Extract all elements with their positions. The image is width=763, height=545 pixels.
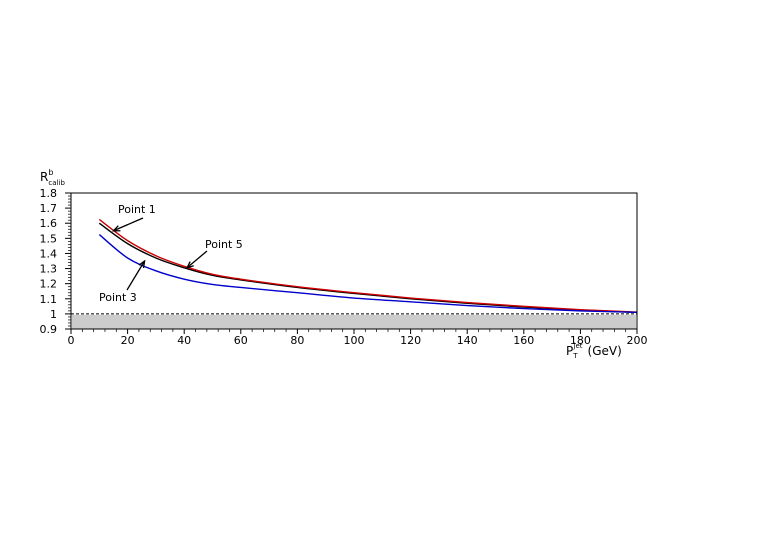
x-axis-label-sub: T xyxy=(572,352,578,360)
y-tick-label: 1.1 xyxy=(40,293,58,306)
x-tick-label: 180 xyxy=(570,334,591,347)
y-axis-label-main: R xyxy=(40,170,48,184)
x-tick-label: 140 xyxy=(457,334,478,347)
y-axis-label-sub: calib xyxy=(48,179,65,187)
hatched-baseline-band xyxy=(72,314,636,329)
x-tick-label: 60 xyxy=(234,334,248,347)
y-axis-label-sup: b xyxy=(48,168,53,177)
annotation-label: Point 1 xyxy=(118,203,156,216)
series-group xyxy=(98,218,638,314)
y-axis-label: Rb calib xyxy=(40,168,65,187)
x-tick-label: 20 xyxy=(121,334,135,347)
annotation-arrow xyxy=(126,260,146,291)
annotation-arrowhead xyxy=(185,261,194,269)
annotation-label: Point 3 xyxy=(99,291,137,304)
x-axis-label: PTjet (GeV) xyxy=(566,342,622,360)
x-axis-label-main: P xyxy=(566,344,573,358)
series-line-1 xyxy=(98,222,638,314)
x-tick-label: 100 xyxy=(344,334,365,347)
y-tick-label: 1 xyxy=(50,308,57,321)
y-tick-label: 1.6 xyxy=(40,217,58,230)
y-tick-label: 1.3 xyxy=(40,263,58,276)
x-tick-label: 160 xyxy=(513,334,534,347)
series-line-2 xyxy=(98,218,638,313)
x-axis-label-sup: jet xyxy=(573,342,583,350)
annotation-arrow xyxy=(113,217,144,232)
y-tick-label: 1.7 xyxy=(40,202,58,215)
series-line-3 xyxy=(98,234,638,314)
x-tick-label: 0 xyxy=(68,334,75,347)
annotations-group: Point 1 Point 5 Point 3 xyxy=(99,203,243,304)
y-tick-label: 1.4 xyxy=(40,247,58,260)
annotation-arrow xyxy=(186,250,208,269)
x-axis-label-unit: (GeV) xyxy=(588,344,622,358)
y-tick-label: 0.9 xyxy=(40,323,58,336)
annotation-label: Point 5 xyxy=(205,238,243,251)
x-tick-label: 80 xyxy=(290,334,304,347)
x-tick-label: 120 xyxy=(400,334,421,347)
annotation-arrowhead xyxy=(111,225,121,232)
annotation-arrowhead xyxy=(138,259,146,269)
y-tick-label: 1.5 xyxy=(40,232,58,245)
y-tick-label: 1.2 xyxy=(40,278,58,291)
y-tick-label: 1.8 xyxy=(40,187,58,200)
axis-ticks-group: 0 20 40 60 80 100 120 140 160 180 200 0.9 1 1.1 1.2 1.3… xyxy=(40,187,648,347)
x-tick-label: 40 xyxy=(177,334,191,347)
x-tick-label: 200 xyxy=(627,334,648,347)
